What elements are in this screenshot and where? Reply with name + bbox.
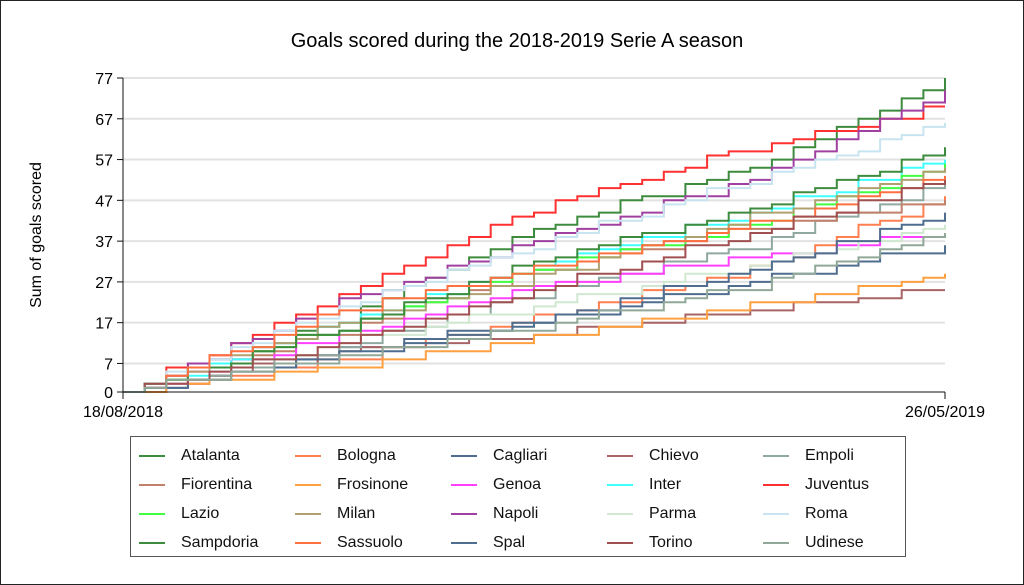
series-line-milan xyxy=(123,167,946,393)
series-line-sampdoria xyxy=(123,147,946,393)
legend-item-frosinone: Frosinone xyxy=(295,475,408,495)
legend-label: Spal xyxy=(493,534,526,551)
y-axis-label: Sum of goals scored xyxy=(28,162,45,308)
legend-label: Empoli xyxy=(805,447,854,464)
legend-item-sampdoria: Sampdoria xyxy=(139,533,258,553)
series-line-udinese xyxy=(123,233,946,393)
legend-item-roma: Roma xyxy=(763,504,848,524)
legend-swatch xyxy=(295,513,321,515)
legend-swatch xyxy=(139,455,165,457)
legend-label: Atalanta xyxy=(181,447,240,464)
series-line-napoli xyxy=(123,90,946,393)
legend-item-udinese: Udinese xyxy=(763,533,864,553)
series-line-juventus xyxy=(123,105,945,393)
legend-label: Cagliari xyxy=(493,447,548,464)
legend-item-cagliari: Cagliari xyxy=(451,446,547,466)
legend-swatch xyxy=(295,542,321,544)
legend-item-inter: Inter xyxy=(607,475,681,495)
x-tick-label-start: 18/08/2018 xyxy=(83,404,163,421)
legend-label: Bologna xyxy=(337,447,396,464)
legend-label: Torino xyxy=(649,534,693,551)
legend-label: Fiorentina xyxy=(181,476,253,493)
y-tick-label: 27 xyxy=(95,275,113,292)
x-tick-label-end: 26/05/2019 xyxy=(905,404,985,421)
legend-label: Roma xyxy=(805,505,848,522)
series-line-chievo xyxy=(123,289,945,393)
legend-item-chievo: Chievo xyxy=(607,446,699,466)
legend-swatch xyxy=(607,455,633,457)
legend-label: Parma xyxy=(649,505,697,522)
legend-item-lazio: Lazio xyxy=(139,504,219,524)
chart-title: Goals scored during the 2018-2019 Serie … xyxy=(291,30,744,52)
legend-swatch xyxy=(607,513,633,515)
chart-legend: Atalanta Bologna Cagliari Chievo Empoli Fiore… xyxy=(130,436,906,557)
series-line-atalanta xyxy=(123,78,946,393)
series-line-roma xyxy=(123,122,946,393)
legend-swatch xyxy=(607,484,633,486)
legend-swatch xyxy=(451,513,477,515)
legend-item-empoli: Empoli xyxy=(763,446,854,466)
series-line-torino xyxy=(123,179,946,393)
y-tick-label: 37 xyxy=(95,234,113,251)
legend-swatch xyxy=(451,542,477,544)
legend-swatch xyxy=(295,484,321,486)
legend-swatch xyxy=(451,455,477,457)
legend-label: Udinese xyxy=(805,534,864,551)
legend-item-parma: Parma xyxy=(607,504,696,524)
legend-swatch xyxy=(763,542,789,544)
legend-label: Napoli xyxy=(493,505,539,522)
legend-label: Chievo xyxy=(649,447,699,464)
legend-swatch xyxy=(763,455,789,457)
y-tick-label: 17 xyxy=(95,316,113,333)
legend-label: Sampdoria xyxy=(181,534,259,551)
legend-label: Inter xyxy=(649,476,682,493)
legend-swatch xyxy=(763,484,789,486)
legend-item-sassuolo: Sassuolo xyxy=(295,533,403,553)
legend-swatch xyxy=(139,484,165,486)
series-line-sassuolo xyxy=(123,175,946,393)
legend-swatch xyxy=(451,484,477,486)
legend-item-bologna: Bologna xyxy=(295,446,396,466)
legend-label: Milan xyxy=(337,505,376,522)
legend-item-genoa: Genoa xyxy=(451,475,541,495)
legend-swatch xyxy=(139,513,165,515)
legend-swatch xyxy=(139,542,165,544)
legend-item-juventus: Juventus xyxy=(763,475,869,495)
legend-label: Frosinone xyxy=(337,476,409,493)
legend-item-napoli: Napoli xyxy=(451,504,538,524)
legend-swatch xyxy=(763,513,789,515)
series-line-frosinone xyxy=(123,273,946,393)
legend-item-milan: Milan xyxy=(295,504,375,524)
y-tick-label: 77 xyxy=(95,71,113,88)
legend-item-fiorentina: Fiorentina xyxy=(139,475,252,495)
legend-swatch xyxy=(607,542,633,544)
y-tick-label: 67 xyxy=(95,112,113,129)
legend-label: Sassuolo xyxy=(337,534,403,551)
legend-label: Genoa xyxy=(493,476,542,493)
legend-label: Juventus xyxy=(805,476,870,493)
y-tick-label: 57 xyxy=(95,153,113,170)
legend-label: Lazio xyxy=(181,505,220,522)
legend-item-torino: Torino xyxy=(607,533,693,553)
legend-swatch xyxy=(295,455,321,457)
y-tick-label: 0 xyxy=(104,385,113,402)
legend-item-atalanta: Atalanta xyxy=(139,446,240,466)
y-tick-label: 47 xyxy=(95,193,113,210)
y-tick-label: 7 xyxy=(104,356,113,373)
legend-item-spal: Spal xyxy=(451,533,525,553)
